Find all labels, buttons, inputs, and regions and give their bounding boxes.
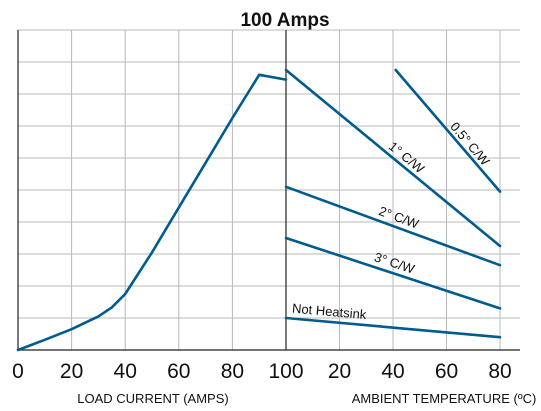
grid — [17, 29, 520, 351]
x-tick-label: 20 — [60, 360, 83, 383]
series-0-5-c-w — [394, 68, 502, 193]
x-axis-label-ambient-temperature: AMBIENT TEMPERATURE (ºC) — [352, 391, 537, 406]
series-load-current-curve — [16, 73, 288, 352]
chart-title: 100 Amps — [240, 10, 329, 31]
x-tick-label: 40 — [381, 360, 404, 383]
x-tick-label: 100 — [268, 360, 303, 383]
x-tick-label: 60 — [167, 360, 190, 383]
x-tick-label: 60 — [435, 360, 458, 383]
curve-label-not-heatsink: Not Heatsink — [291, 301, 367, 323]
curves — [16, 68, 502, 352]
series-3-c-w — [284, 236, 502, 310]
curve-label-0-5-c-w: 0.5° C/W — [447, 119, 493, 169]
series-1-c-w — [284, 68, 502, 248]
series-not-heatsink — [284, 316, 502, 339]
x-axis-label-load-current: LOAD CURRENT (AMPS) — [77, 391, 228, 406]
x-tick-label: 80 — [488, 360, 511, 383]
series-2-c-w — [284, 185, 502, 267]
x-tick-label: 0 — [12, 360, 24, 383]
tick-labels: 0 20 40 60 80 100 20 40 60 80 — [12, 360, 512, 383]
x-tick-label: 20 — [328, 360, 351, 383]
x-tick-label: 80 — [221, 360, 244, 383]
x-tick-label: 40 — [114, 360, 137, 383]
